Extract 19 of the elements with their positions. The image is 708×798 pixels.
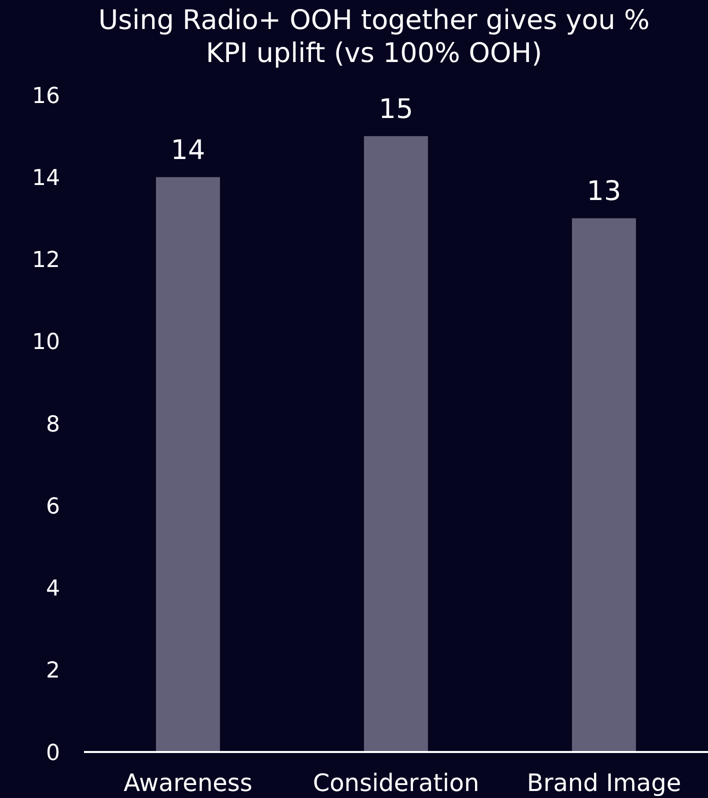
y-tick-label: 8 <box>46 412 60 438</box>
bar <box>156 177 220 752</box>
bar <box>364 136 428 752</box>
x-tick-label: Awareness <box>124 769 252 798</box>
bar <box>572 218 636 752</box>
x-tick-label: Consideration <box>312 769 480 798</box>
data-label: 15 <box>378 94 414 126</box>
y-tick-label: 14 <box>32 166 60 191</box>
y-tick-label: 2 <box>46 658 60 684</box>
chart-title: Using Radio+ OOH together gives you % KPI uplift (vs 100% OOH) <box>97 4 651 70</box>
x-tick-label: Brand Image <box>526 769 682 798</box>
y-tick-label: 16 <box>32 84 60 109</box>
y-tick-label: 6 <box>46 494 60 520</box>
y-tick-label: 4 <box>46 576 60 602</box>
y-tick-label: 12 <box>32 248 60 274</box>
data-label: 14 <box>170 135 206 166</box>
y-tick-label: 10 <box>32 330 60 356</box>
y-tick-label: 0 <box>46 740 60 766</box>
data-label: 13 <box>586 176 622 208</box>
